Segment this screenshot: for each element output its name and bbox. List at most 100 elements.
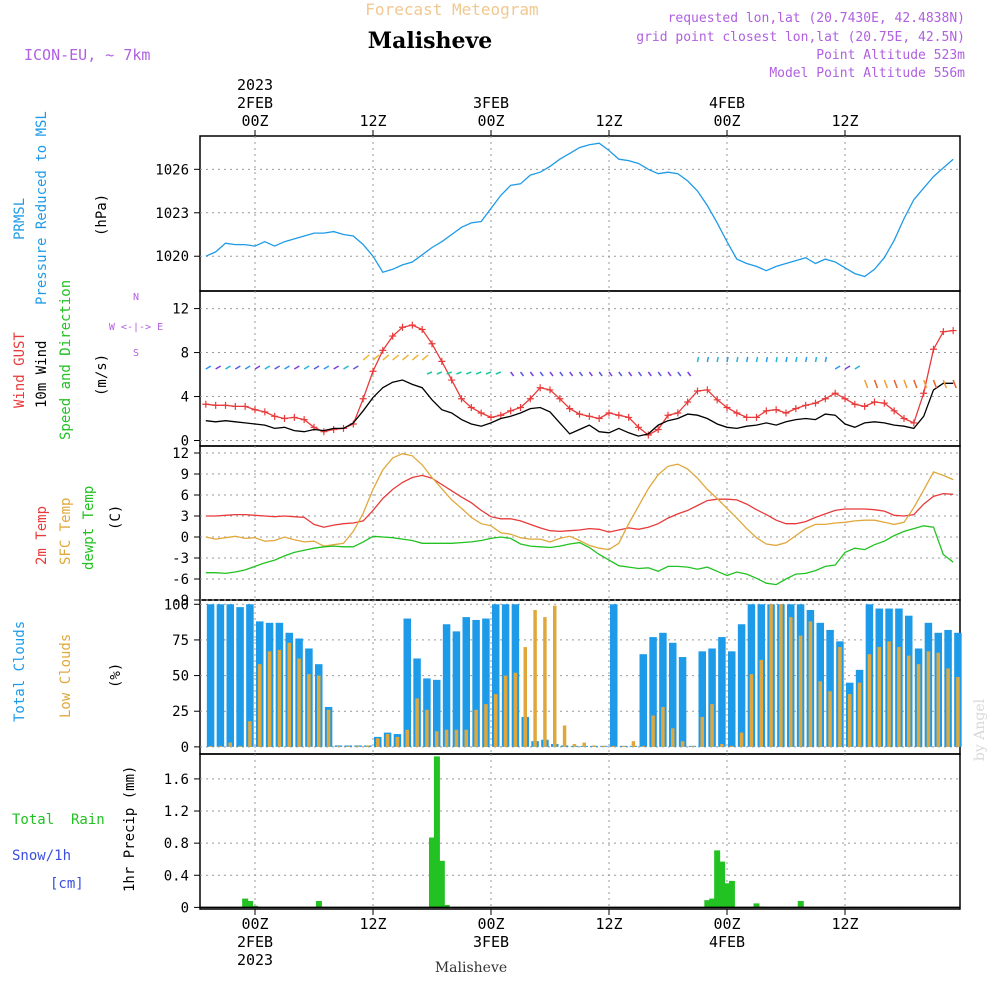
low-cloud-bar [228,742,232,747]
gust-marker [782,409,790,417]
gust-marker [812,399,819,407]
prmsl-label: PRMSL [12,198,28,240]
wind-arrow [411,354,419,361]
wind-arrow [834,365,841,370]
gust-marker [684,398,692,406]
low-cloud-bar [700,716,704,747]
total-cloud-bar [698,651,706,747]
low-cloud-bar [543,617,547,747]
gust-marker [300,416,308,424]
low-cloud-bar [897,647,901,747]
wind-arrow [804,356,808,363]
gust-marker [910,419,918,427]
wind-arrow [323,365,330,370]
wind-arrow [785,356,788,363]
wind-arrow [485,371,492,375]
total-cloud-bar [639,654,647,747]
top-time-label: 2023 [237,76,273,94]
total-cloud-bar [452,631,461,747]
total-cloud-bar [482,618,490,747]
low-cloud-bar [661,706,665,747]
panel-2: -9 -6 -3 0 3 6 9 12 [172,446,960,609]
low-cloud-bar [307,674,311,747]
wind-arrow [578,371,584,377]
gust-marker [497,411,505,419]
requested-lonlat: requested lon,lat (20.7430E, 42.4838N) [668,11,965,26]
wind-arrow [903,379,908,389]
low-cloud-bar [248,721,252,747]
gust-marker [713,396,721,404]
wind-arrows [205,354,957,389]
wind-arrow [244,365,251,370]
low-cloud-bar [739,732,744,747]
low-cloud-bar [808,621,813,747]
low-cloud-bar [592,745,596,747]
series-line [205,324,954,436]
bottom-time-label: 4FEB [709,933,745,951]
wind-arrow [667,371,672,377]
low-cloud-bar [326,709,331,747]
gust-marker [389,332,397,340]
wind-arrow [893,379,898,389]
series-line [205,474,954,533]
series-line [205,142,954,278]
low-cloud-bar [867,654,872,747]
gust-marker [438,357,446,365]
low-cloud-bar [454,729,459,747]
low-cloud-bar [877,647,881,747]
gust-marker [231,402,239,410]
low-cloud-bar [562,725,567,747]
wind-10m-label: 10m Wind [34,341,50,408]
total-cloud-bar [462,617,470,747]
gust-marker [615,411,623,419]
total-cloud-bar [649,637,657,747]
gust-marker [703,386,711,394]
gust-marker [674,409,682,417]
low-cloud-bar [848,694,852,747]
low-cloud-bar [503,675,508,747]
y-tick-label: 1.2 [164,804,189,820]
wind-arrow [510,371,515,377]
low-cloud-bar [759,659,763,747]
temp-sfc-label: SFC Temp [58,498,74,565]
low-cloud-bar [356,745,360,747]
total-cloud-bar [246,604,254,747]
low-cloud-bar [857,682,862,747]
bottom-time-label: 00Z [713,915,740,933]
low-cloud-bar [366,745,370,747]
wind-arrow [922,379,928,389]
top-time-label: 00Z [713,112,740,130]
gust-marker [723,404,731,412]
gust-marker [851,400,859,408]
low-clouds-label: Low Clouds [58,634,74,718]
y-tick-label: 8 [181,346,189,362]
y-tick-label: 12 [172,302,189,318]
wind-arrow [726,356,729,363]
wind-arrow [854,365,861,370]
top-time-label: 3FEB [473,94,509,112]
low-cloud-bar [395,736,400,747]
top-time-label: 12Z [595,112,622,130]
gust-marker [831,389,839,397]
y-tick-label: 1026 [155,162,189,178]
gust-marker [772,406,780,414]
gust-marker [458,395,465,403]
gust-marker [743,413,751,421]
wind-arrow [333,365,340,370]
y-tick-label: 1023 [155,206,189,222]
wind-arrow [352,365,359,370]
gust-marker [930,345,937,353]
low-cloud-bar [464,729,468,747]
low-cloud-bar [936,652,940,747]
low-cloud-bar [523,647,527,747]
wind-arrow [932,379,938,389]
rain-bar [714,850,721,908]
wind-arrow [549,371,554,377]
wind-arrow [657,371,662,377]
wind-arrow [274,365,281,370]
total-cloud-bar [610,604,618,747]
wind-arrow [736,356,739,363]
y-tick-label: 12 [172,446,189,462]
wind-arrow [755,356,759,363]
percent-label: (%) [108,663,124,688]
